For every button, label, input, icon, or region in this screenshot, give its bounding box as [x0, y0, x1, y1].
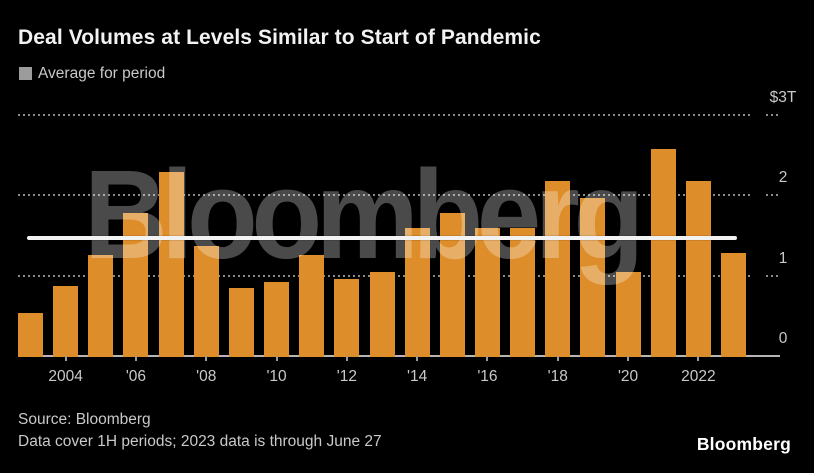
x-tick-2010 [275, 356, 278, 361]
bar-2008 [193, 245, 219, 357]
x-axis-label-2010: '10 [266, 368, 287, 385]
x-tick-2020 [627, 356, 630, 361]
bar-2019 [580, 198, 606, 357]
bar-2015 [439, 212, 465, 357]
footer: Source: Bloomberg Data cover 1H periods;… [18, 409, 382, 453]
x-tick-2012 [345, 356, 348, 361]
bar-2020 [615, 272, 641, 357]
x-tick-2018 [556, 356, 559, 361]
bar-2013 [369, 272, 395, 357]
x-axis-label-2004: 2004 [48, 368, 83, 385]
gridline-tick-2 [766, 194, 781, 196]
bar-2016 [474, 228, 500, 357]
y-axis-label-0: 0 [778, 330, 788, 347]
x-axis-label-2012: '12 [336, 368, 357, 385]
y-axis-label-3: $3T [769, 88, 797, 106]
bar-2006 [123, 212, 149, 357]
x-axis-line [18, 355, 780, 357]
x-tick-2006 [134, 356, 137, 361]
bar-2004 [53, 285, 79, 357]
x-axis-label-2018: '18 [547, 368, 568, 385]
gridline-3 [18, 113, 753, 116]
chart-title: Deal Volumes at Levels Similar to Start … [18, 26, 541, 49]
gridline-2 [18, 194, 753, 196]
x-axis-label-2014: '14 [407, 368, 428, 385]
x-axis-label-2006: '06 [125, 368, 147, 385]
x-axis-label-2008: '08 [196, 368, 217, 385]
x-axis-label-2016: '16 [477, 368, 498, 385]
average-line [27, 235, 737, 240]
x-tick-2014 [416, 356, 419, 361]
bar-2018 [545, 181, 571, 357]
bar-2011 [299, 255, 325, 357]
x-tick-2004 [64, 356, 67, 361]
bar-2021 [650, 149, 676, 357]
y-axis-label-2: 2 [778, 169, 788, 186]
legend-swatch-average [19, 67, 32, 80]
legend-label: Average for period [38, 65, 166, 82]
bar-2003 [18, 313, 43, 357]
x-axis-label-2022: 2022 [681, 368, 716, 385]
source-note: Source: Bloomberg [18, 411, 151, 428]
bar-2005 [88, 255, 114, 357]
gridline-tick-3 [766, 113, 781, 116]
x-tick-2022 [697, 356, 700, 361]
bar-2007 [158, 171, 184, 357]
bar-2010 [264, 281, 290, 357]
bar-2017 [510, 228, 536, 357]
bloomberg-logo: Bloomberg [696, 434, 791, 454]
bar-2022 [685, 181, 711, 357]
bar-2009 [228, 288, 254, 357]
bar-2014 [404, 228, 430, 357]
x-tick-2008 [205, 356, 208, 361]
x-tick-2016 [486, 356, 489, 361]
gridline-tick-1 [766, 274, 781, 277]
bar-2012 [334, 278, 360, 357]
data-coverage-note: Data cover 1H periods; 2023 data is thro… [18, 433, 382, 450]
x-axis-label-2020: '20 [617, 368, 639, 385]
bar-2023 [721, 252, 746, 357]
y-axis-label-1: 1 [778, 249, 788, 267]
